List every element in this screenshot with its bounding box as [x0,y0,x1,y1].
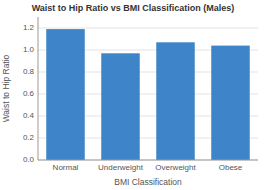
x-tick-label: Normal [53,163,79,172]
x-axis-label: BMI Classification [114,177,182,187]
y-tick-label: 1.2 [23,23,35,32]
y-tick-label: 1.0 [23,45,35,54]
grid-line [38,160,258,161]
y-tick-label: 0.4 [23,111,35,120]
y-tick-label: 0.2 [23,133,35,142]
x-tick-label: Underweight [98,163,144,172]
chart-container: 0.0 0.2 0.4 0.6 0.8 1.0 1.2 Normal Underweight Ov… [0,0,266,190]
y-axis-label: Waist to Hip Ratio [1,54,11,122]
x-tick-label: Obese [219,163,243,172]
x-axis-line [38,160,258,161]
grid-line [38,28,258,29]
bar [156,42,195,160]
y-axis-line [38,17,39,160]
y-tick-label: 0.6 [23,89,35,98]
title: Waist to Hip Ratio vs BMI Classification… [32,3,235,13]
x-tick-label: Overweight [155,163,196,172]
bar [46,29,85,160]
bar [101,53,140,160]
bars [46,29,250,160]
bar [211,46,250,160]
y-tick-label: 0.8 [23,67,35,76]
chart-svg: 0.0 0.2 0.4 0.6 0.8 1.0 1.2 Normal Underweight Ov… [0,0,266,190]
y-tick-label: 0.0 [23,155,35,164]
